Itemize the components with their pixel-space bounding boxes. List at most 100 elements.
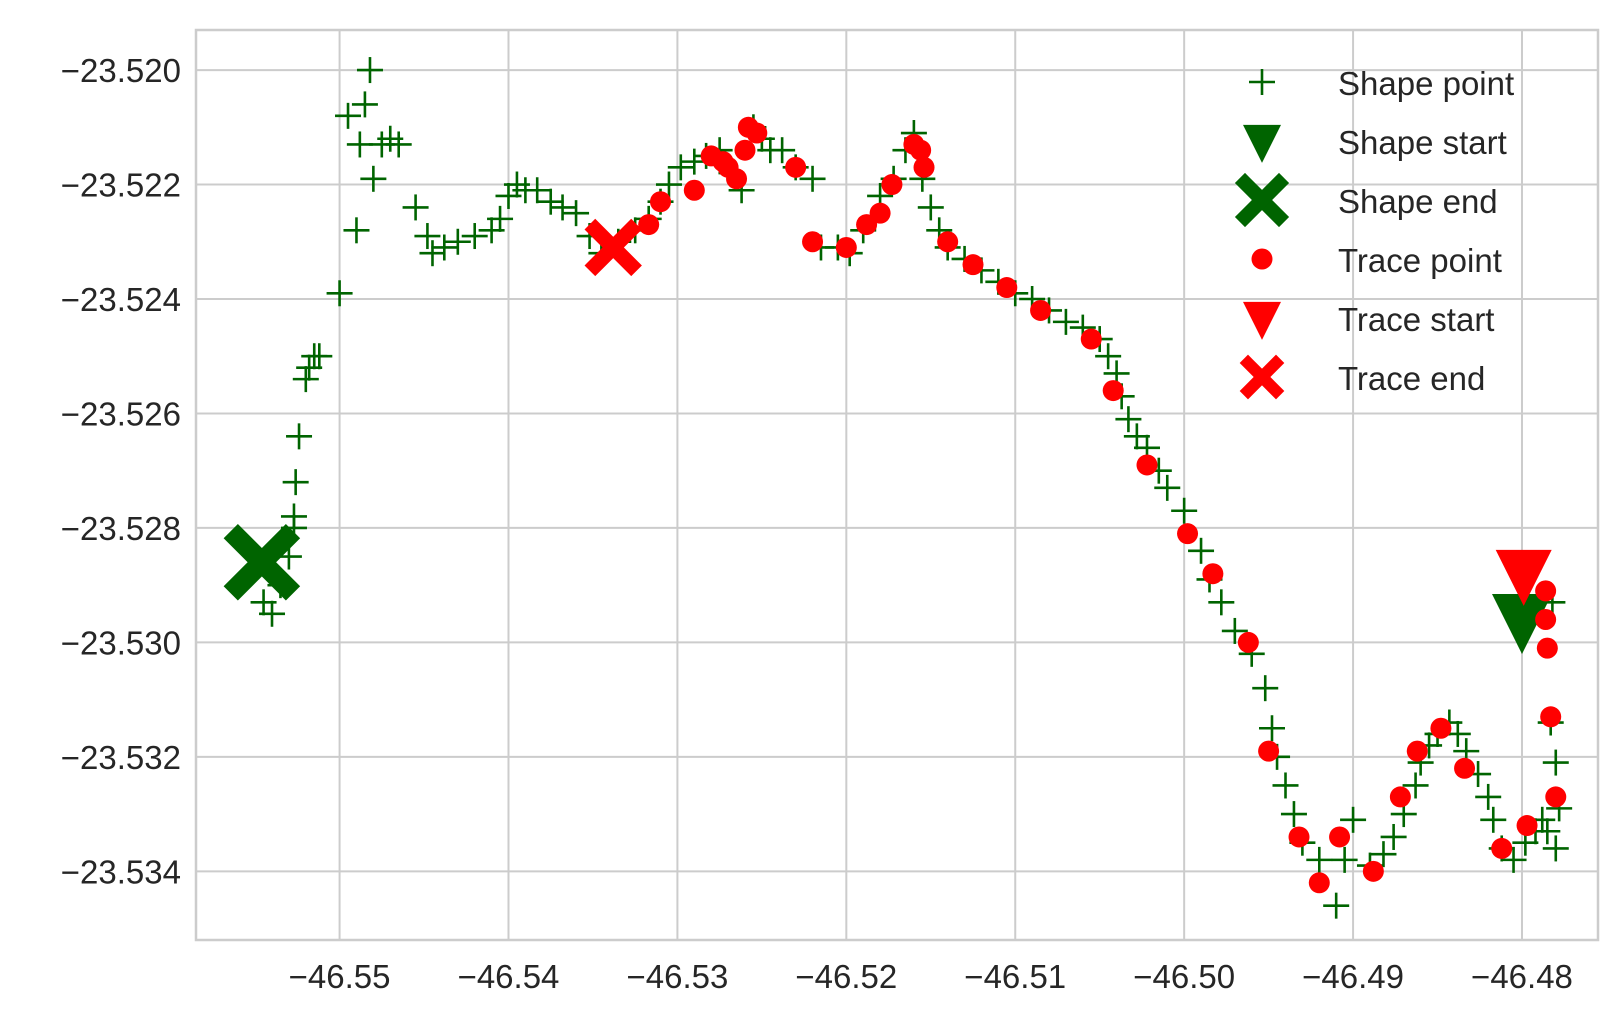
data-point (414, 223, 441, 250)
data-point (1258, 715, 1285, 742)
legend-label: Trace end (1338, 360, 1485, 397)
data-point (259, 600, 286, 627)
data-point (869, 202, 891, 224)
data-point (326, 280, 353, 307)
data-point (1536, 637, 1558, 659)
data-point (1288, 826, 1310, 848)
legend-marker (1243, 301, 1281, 340)
data-point (1491, 837, 1513, 859)
data-point (1237, 631, 1259, 653)
data-point (683, 179, 705, 201)
data-point (1052, 308, 1079, 335)
data-point (1272, 772, 1299, 799)
series-trace-point (638, 116, 1567, 894)
legend-item: Shape end (1234, 172, 1498, 228)
data-point (650, 191, 672, 213)
data-point (1542, 835, 1569, 862)
data-point (1030, 299, 1052, 321)
y-tick-label: −23.528 (61, 510, 181, 547)
data-point (734, 139, 756, 161)
data-point (223, 524, 301, 601)
data-point (910, 139, 932, 161)
x-axis-ticks: −46.55 −46.54 −46.53 −46.52 −46.51 −46.50 −46.… (289, 958, 1573, 995)
data-point (769, 137, 796, 164)
data-point (746, 122, 768, 144)
y-tick-label: −23.532 (61, 739, 181, 776)
data-point (667, 154, 694, 181)
data-point (1480, 806, 1507, 833)
legend-label: Trace point (1338, 242, 1502, 279)
data-point (913, 156, 935, 178)
data-point (461, 223, 488, 250)
series-shape-end (223, 524, 301, 601)
data-point (717, 156, 739, 178)
legend-label: Shape end (1338, 183, 1498, 220)
marker-diag-b (584, 218, 642, 277)
y-axis-ticks: −23.520 −23.522 −23.524 −23.526 −23.528 −23.5… (61, 52, 181, 890)
data-point (1202, 563, 1224, 585)
data-point (1389, 786, 1411, 808)
plot-background (196, 30, 1598, 940)
data-point (1258, 740, 1280, 762)
data-point (1535, 580, 1557, 602)
y-tick-label: −23.522 (61, 167, 181, 204)
data-point (1306, 846, 1333, 873)
data-point (356, 57, 383, 84)
data-point (1540, 706, 1562, 728)
legend-item: Shape point (1249, 65, 1514, 102)
marker-diag-b (1234, 172, 1290, 228)
series-shape-start (1491, 593, 1552, 654)
legend-item: Trace end (1239, 354, 1485, 400)
data-point (1545, 786, 1567, 808)
data-point (655, 171, 682, 198)
legend-label: Shape point (1338, 65, 1514, 102)
data-point (1123, 423, 1150, 450)
legend-label: Trace start (1338, 301, 1494, 338)
data-point (1136, 454, 1158, 476)
x-tick-label: −46.55 (289, 958, 391, 995)
data-point (351, 91, 378, 118)
data-point (799, 165, 826, 192)
data-point (937, 231, 959, 253)
data-point (1516, 815, 1538, 837)
data-point (1208, 589, 1235, 616)
data-point (1115, 406, 1142, 433)
legend-item: Shape start (1243, 124, 1507, 163)
legend-item: Trace point (1251, 242, 1502, 279)
data-point (296, 354, 323, 381)
data-point (487, 205, 514, 232)
legend: Shape point Shape start Shape end Trace poi… (1234, 65, 1514, 400)
y-tick-label: −23.530 (61, 624, 181, 661)
data-point (524, 177, 551, 204)
x-tick-label: −46.54 (458, 958, 560, 995)
data-point (282, 469, 309, 496)
y-tick-label: −23.526 (61, 395, 181, 432)
data-point (1362, 860, 1384, 882)
data-point (996, 277, 1018, 299)
x-tick-label: −46.52 (795, 958, 897, 995)
data-point (343, 217, 370, 244)
legend-marker (1234, 172, 1290, 228)
grid-lines (196, 30, 1598, 940)
data-point (1280, 801, 1307, 828)
legend-marker (1243, 124, 1281, 163)
legend-marker (1251, 248, 1273, 270)
data-point (1095, 343, 1122, 370)
data-point (1154, 474, 1181, 501)
data-point (1491, 593, 1552, 654)
data-point (785, 156, 807, 178)
x-tick-label: −46.49 (1302, 958, 1404, 995)
series-trace-end (584, 218, 642, 277)
series-trace-start (1495, 549, 1552, 606)
data-point (1340, 806, 1367, 833)
data-point (1430, 717, 1452, 739)
data-point (1535, 608, 1557, 630)
data-point (292, 366, 319, 393)
data-point (1475, 783, 1502, 810)
x-tick-label: −46.53 (626, 958, 728, 995)
data-point (306, 343, 333, 370)
data-point (962, 254, 984, 276)
data-point (563, 200, 590, 227)
data-point (1380, 823, 1407, 850)
legend-marker (1249, 69, 1275, 95)
